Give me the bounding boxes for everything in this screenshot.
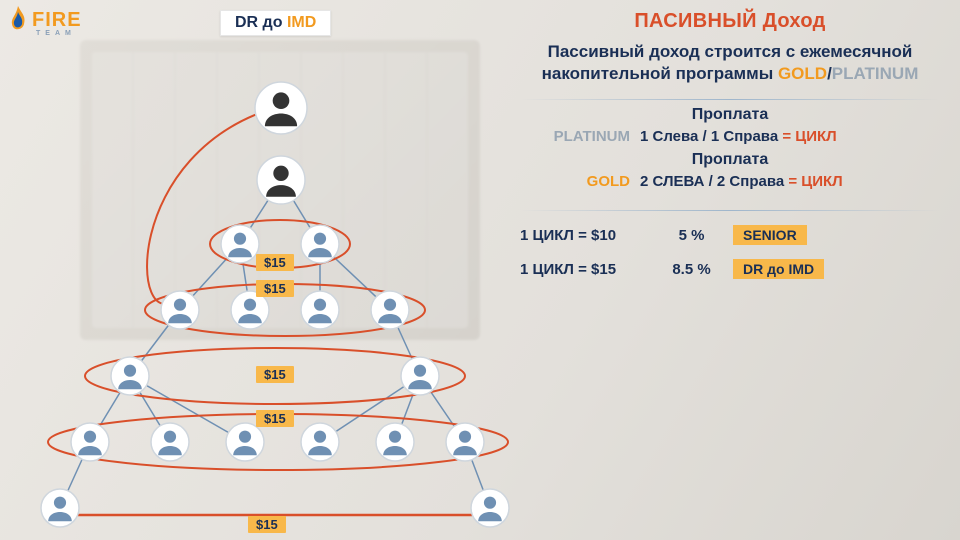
price-tag: $15	[256, 410, 294, 427]
divider	[520, 99, 940, 100]
tier-platinum: PLATINUM	[520, 128, 630, 145]
gold-rule: 2 СЛЕВА / 2 Справа = ЦИКЛ	[640, 173, 940, 190]
person-icon	[301, 225, 339, 263]
person-icon	[161, 291, 199, 329]
person-icon	[221, 225, 259, 263]
slide-root: FIRE TEAM DR до IMD $15$15$15$15$15 ПАСИ…	[0, 0, 960, 540]
price-tag: $15	[256, 280, 294, 297]
person-icon	[151, 423, 189, 461]
cycle-list: 1 ЦИКЛ = $10 5 % SENIOR 1 ЦИКЛ = $15 8.5 % DR…	[520, 225, 940, 279]
cycle-chip: SENIOR	[733, 225, 807, 245]
price-tag: $15	[248, 516, 286, 533]
gold-heading: Проплата	[520, 151, 940, 169]
subtitle: Пассивный доход строится с ежемесячной н…	[530, 41, 930, 85]
divider	[520, 210, 940, 211]
title-passive-income: ПАСИВНЫЙ Доход	[520, 10, 940, 33]
cycle-text: 1 ЦИКЛ = $15	[520, 261, 650, 278]
person-icon	[376, 423, 414, 461]
person-icon	[41, 489, 79, 527]
person-icon	[111, 357, 149, 395]
person-icon	[401, 357, 439, 395]
person-icon	[471, 489, 509, 527]
person-icon	[257, 156, 305, 204]
cycle-row: 1 ЦИКЛ = $15 8.5 % DR до IMD	[520, 259, 940, 279]
person-icon	[446, 423, 484, 461]
cycle-chip: DR до IMD	[733, 259, 824, 279]
right-column: ПАСИВНЫЙ Доход Пассивный доход строится …	[520, 10, 940, 293]
price-tag: $15	[256, 366, 294, 383]
tree-diagram: DR до IMD $15$15$15$15$15	[20, 10, 490, 530]
gold-row: GOLD 2 СЛЕВА / 2 Справа = ЦИКЛ	[520, 173, 940, 190]
person-icon	[301, 423, 339, 461]
cycle-row: 1 ЦИКЛ = $10 5 % SENIOR	[520, 225, 940, 245]
platinum-heading: Проплата	[520, 106, 940, 124]
platinum-row: PLATINUM 1 Слева / 1 Справа = ЦИКЛ	[520, 128, 940, 145]
person-icon	[371, 291, 409, 329]
person-icon	[255, 82, 307, 134]
tier-gold: GOLD	[520, 173, 630, 190]
person-icon	[301, 291, 339, 329]
person-icon	[71, 423, 109, 461]
person-icon	[226, 423, 264, 461]
price-tag: $15	[256, 254, 294, 271]
platinum-rule: 1 Слева / 1 Справа = ЦИКЛ	[640, 128, 940, 145]
cycle-text: 1 ЦИКЛ = $10	[520, 227, 650, 244]
cycle-pct: 8.5 %	[664, 261, 719, 278]
cycle-pct: 5 %	[664, 227, 719, 244]
